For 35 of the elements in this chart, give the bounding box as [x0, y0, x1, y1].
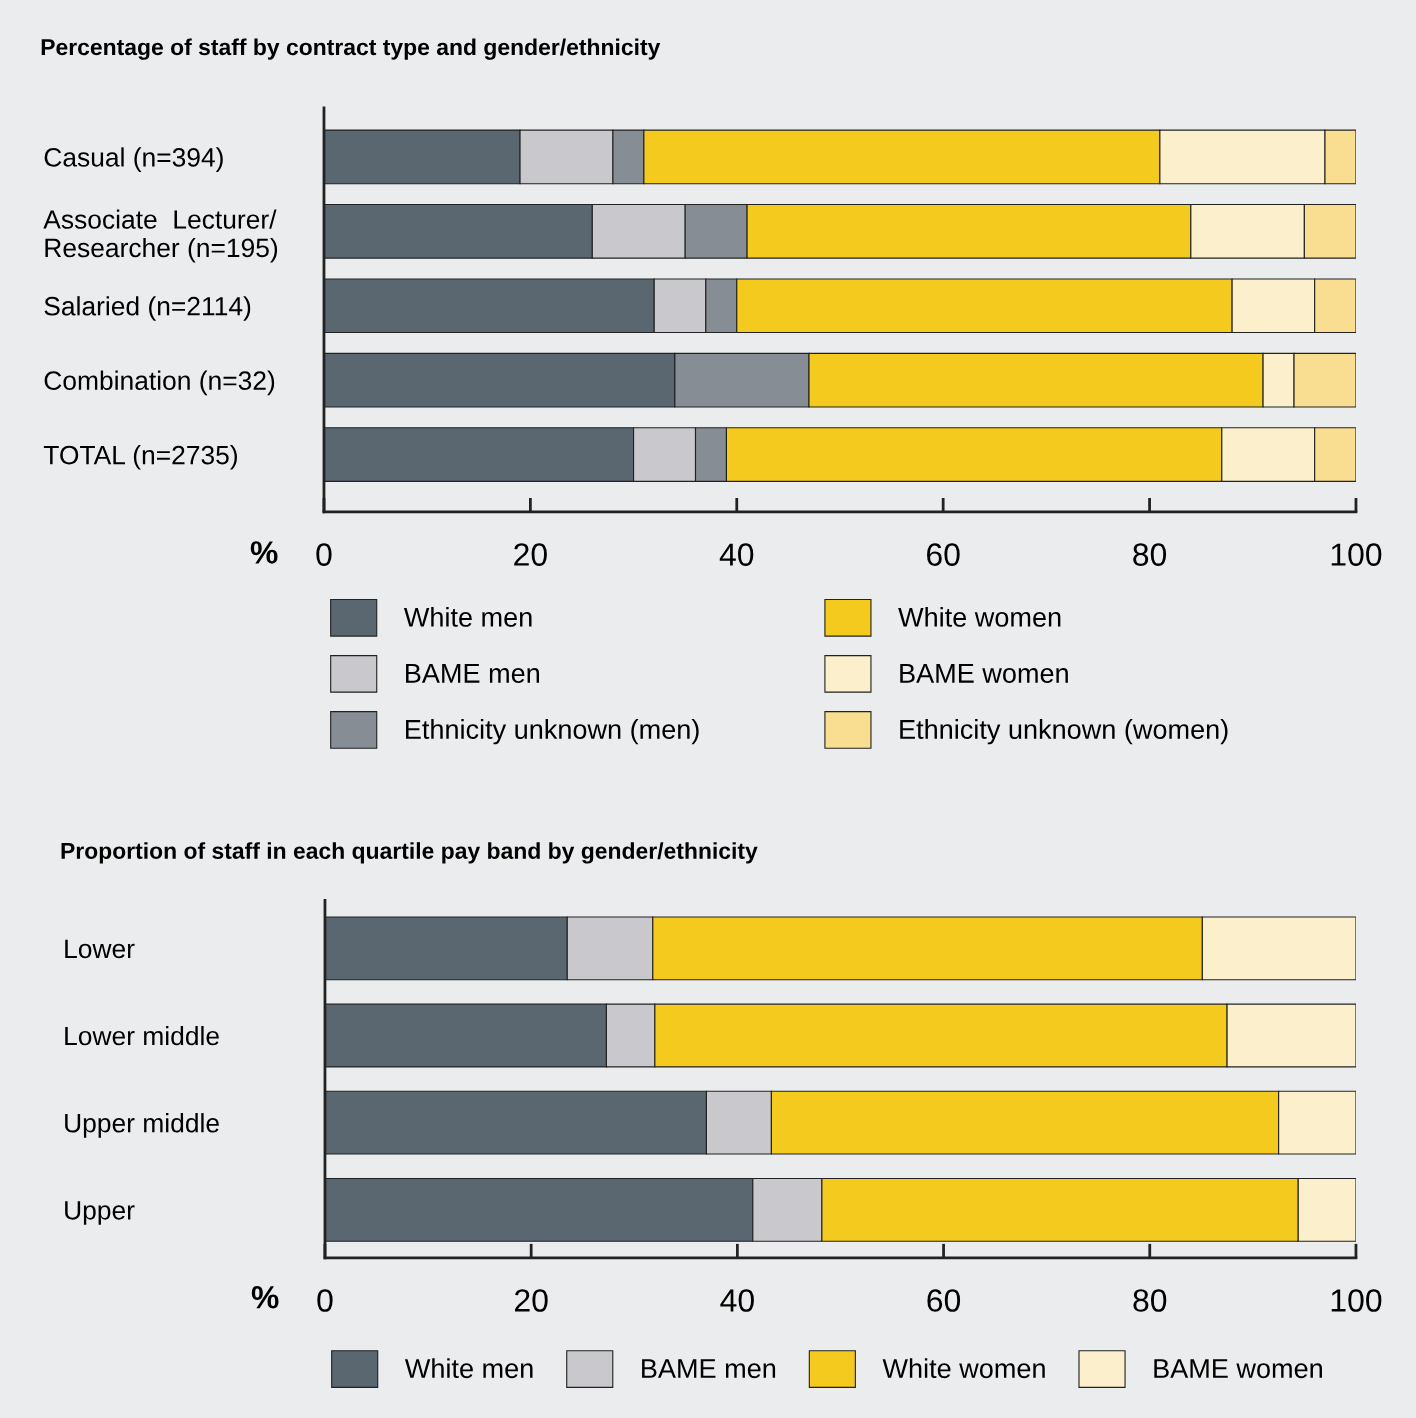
- y-tick-label: Casual (n=394): [44, 147, 223, 172]
- y-tick-label: Salaried (n=2114): [44, 296, 251, 321]
- x-tick-label: 0: [317, 1289, 333, 1312]
- legend-label: BAME women: [900, 664, 1068, 683]
- legend-label: Ethnicity unknown (men): [406, 719, 699, 745]
- x-tick-label: 80: [1133, 1289, 1167, 1312]
- y-tick-label: Lower: [65, 939, 135, 959]
- legend-label: White women: [882, 1358, 1045, 1379]
- x-tick-label: 0: [316, 543, 332, 566]
- x-tick-label: 100: [1331, 543, 1382, 566]
- x-tick-label: 60: [927, 543, 960, 566]
- x-axis-title: %: [251, 1285, 279, 1309]
- y-tick-label: Associate Lecturer/ Researcher (n=195): [43, 209, 278, 263]
- x-axis-title: %: [250, 541, 278, 564]
- x-tick-label: 40: [719, 543, 754, 566]
- legend-label: BAME women: [1154, 1359, 1322, 1379]
- x-tick-label: 20: [515, 1289, 548, 1312]
- y-tick-label: Upper middle: [65, 1113, 219, 1138]
- x-tick-label: 100: [1331, 1289, 1382, 1312]
- x-tick-label: 80: [1133, 543, 1167, 566]
- legend-label: White women: [898, 606, 1061, 627]
- x-tick-label: 20: [514, 543, 547, 566]
- legend-label: White men: [404, 1358, 533, 1379]
- legend-label: Ethnicity unknown (women): [900, 719, 1228, 745]
- legend-label: BAME men: [642, 1359, 776, 1379]
- x-tick-label: 40: [720, 1289, 754, 1312]
- legend-label: BAME men: [406, 664, 540, 683]
- chart-title: Proportion of staff in each quartile pay band by gender/ethnicity: [61, 842, 758, 864]
- y-tick-label: Upper: [65, 1201, 135, 1225]
- y-tick-label: Combination (n=32): [44, 370, 275, 396]
- y-tick-label: TOTAL (n=2735): [43, 445, 237, 470]
- x-tick-label: 60: [927, 1289, 961, 1312]
- chart-title: Percentage of staff by contract type and gender/ethnicity: [41, 38, 661, 60]
- y-tick-label: Lower middle: [65, 1025, 219, 1046]
- legend-label: White men: [403, 606, 532, 627]
